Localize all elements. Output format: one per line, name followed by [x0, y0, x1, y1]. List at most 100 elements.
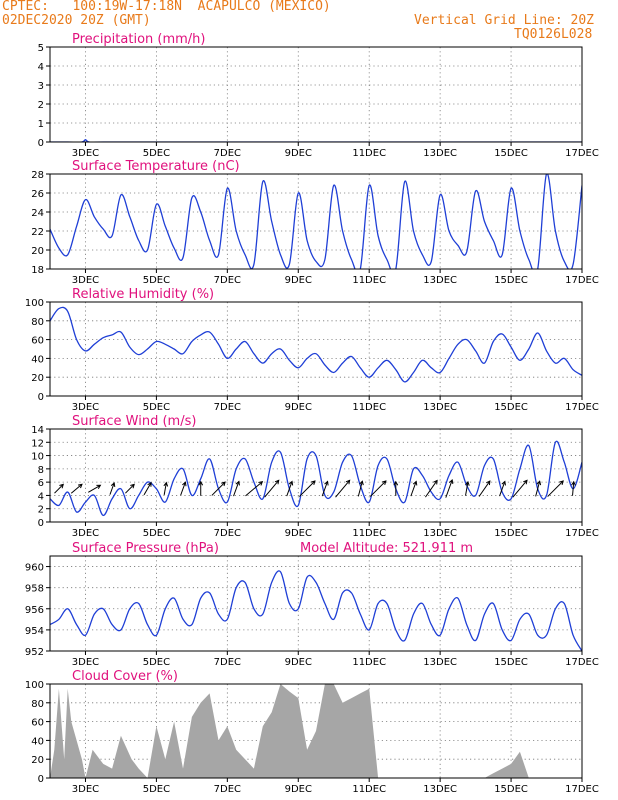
- pres-annotation: Model Altitude: 521.911 m: [300, 541, 473, 556]
- temp-ytick-label: 18: [31, 265, 44, 276]
- precip-ytick-label: 5: [38, 43, 44, 54]
- temp-xtick-label: 3DEC: [72, 275, 99, 286]
- rh-line: [50, 306, 582, 383]
- wind-arrow: [299, 480, 316, 497]
- temp-xtick-label: 7DEC: [214, 275, 241, 286]
- cloud-title: Cloud Cover (%): [72, 669, 178, 684]
- temp-ytick-label: 20: [31, 246, 44, 257]
- wind-arrow: [547, 480, 564, 497]
- wind-ytick-label: 6: [38, 478, 44, 489]
- wind-arrow: [180, 481, 187, 496]
- pres-ytick-label: 952: [25, 647, 44, 658]
- wind-xtick-label: 9DEC: [285, 528, 312, 539]
- precip-xtick-label: 15DEC: [494, 148, 528, 159]
- rh-ytick-label: 40: [31, 354, 44, 365]
- wind-arrow: [88, 484, 102, 493]
- temp-xtick-label: 11DEC: [352, 275, 386, 286]
- rh-frame: [49, 301, 583, 397]
- header-model-code: TQ0126L028: [514, 27, 593, 42]
- precip-xtick-label: 3DEC: [72, 148, 99, 159]
- wind-ytick-label: 0: [38, 518, 44, 529]
- precip-frame: [49, 46, 583, 143]
- cloud-ytick-label: 20: [31, 755, 44, 766]
- pres-xtick-label: 9DEC: [285, 657, 312, 668]
- wind-panel: Surface Wind (m/s) 0 2 4 6 8 10 12 14 3DEC 5DEC 7DE…: [31, 414, 599, 539]
- wind-arrow: [198, 480, 204, 496]
- temp-ytick-label: 28: [31, 170, 44, 181]
- wind-xtick-label: 5DEC: [143, 528, 170, 539]
- wind-ytick-label: 8: [38, 465, 44, 476]
- wind-xtick-label: 17DEC: [565, 528, 599, 539]
- precip-ytick-label: 0: [38, 138, 44, 149]
- wind-arrow: [535, 480, 542, 497]
- cloud-xtick-label: 5DEC: [143, 784, 170, 795]
- rh-xtick-label: 5DEC: [143, 402, 170, 413]
- pres-xtick-label: 13DEC: [423, 657, 457, 668]
- wind-arrow: [425, 479, 438, 498]
- wind-ytick-label: 4: [38, 491, 44, 502]
- rh-xtick-label: 17DEC: [565, 402, 599, 413]
- wind-ytick-label: 2: [38, 505, 44, 516]
- wind-arrow: [233, 480, 240, 497]
- temp-ytick-label: 24: [31, 208, 44, 219]
- wind-ytick-label: 14: [31, 425, 44, 436]
- wind-arrow: [321, 480, 329, 497]
- cloud-xtick-label: 9DEC: [285, 784, 312, 795]
- wind-frame: [49, 428, 583, 523]
- cloud-ytick-label: 100: [25, 680, 44, 691]
- wind-arrow: [393, 480, 399, 496]
- cloud-panel: Cloud Cover (%) 0 20 40 60 80 100 3DEC 5DEC 7DEC 9…: [25, 669, 599, 795]
- pres-ytick-label: 958: [25, 584, 44, 595]
- rh-ytick-label: 80: [31, 317, 44, 328]
- cloud-xtick-label: 7DEC: [214, 784, 241, 795]
- pres-frame: [49, 555, 583, 652]
- temp-line: [50, 174, 582, 269]
- temp-frame: [49, 173, 583, 270]
- rh-xtick-label: 11DEC: [352, 402, 386, 413]
- wind-arrow: [478, 480, 491, 497]
- cloud-area: [50, 684, 582, 778]
- wind-arrow: [245, 481, 264, 497]
- precip-xtick-label: 17DEC: [565, 148, 599, 159]
- wind-xtick-label: 11DEC: [352, 528, 386, 539]
- precip-xtick-label: 11DEC: [352, 148, 386, 159]
- cloud-ytick-label: 0: [38, 774, 44, 785]
- cloud-xtick-label: 15DEC: [494, 784, 528, 795]
- temp-xtick-label: 15DEC: [494, 275, 528, 286]
- pres-ytick-label: 956: [25, 605, 44, 616]
- header-line1: CPTEC: 100:19W-17:18N ACAPULCO (MEXICO): [2, 0, 331, 14]
- precip-ytick-label: 3: [38, 81, 44, 92]
- pres-xtick-label: 3DEC: [72, 657, 99, 668]
- wind-ytick-label: 12: [31, 438, 44, 449]
- rh-xtick-label: 3DEC: [72, 402, 99, 413]
- temp-title: Surface Temperature (nC): [72, 159, 240, 174]
- wind-arrow: [512, 479, 528, 498]
- wind-arrow: [499, 480, 506, 497]
- precip-xtick-label: 9DEC: [285, 148, 312, 159]
- temp-panel: Surface Temperature (nC) 18 20 22 24 26 28 3DEC…: [31, 159, 599, 286]
- pres-ytick-label: 960: [25, 563, 44, 574]
- temp-xtick-label: 5DEC: [143, 275, 170, 286]
- pres-ytick-label: 954: [25, 626, 44, 637]
- rh-ytick-label: 20: [31, 373, 44, 384]
- wind-arrow: [286, 480, 294, 497]
- wind-arrow: [369, 480, 387, 497]
- rh-xtick-label: 9DEC: [285, 402, 312, 413]
- pres-line: [50, 570, 582, 651]
- cloud-ytick-label: 80: [31, 699, 44, 710]
- temp-ytick-label: 26: [31, 189, 44, 200]
- precip-panel: Precipitation (mm/h) 0 1 2 3 4 5 3DEC 5DEC 7DEC 9D…: [38, 32, 599, 159]
- rh-xtick-label: 7DEC: [214, 402, 241, 413]
- wind-ytick-label: 10: [31, 452, 44, 463]
- wind-arrow: [264, 479, 280, 498]
- wind-arrow: [163, 481, 169, 495]
- rh-ytick-label: 60: [31, 336, 44, 347]
- wind-arrow: [335, 479, 351, 498]
- wind-xtick-label: 3DEC: [72, 528, 99, 539]
- precip-ytick-label: 1: [38, 119, 44, 130]
- temp-xtick-label: 17DEC: [565, 275, 599, 286]
- wind-arrow: [357, 480, 364, 497]
- rh-ytick-label: 0: [38, 392, 44, 403]
- wind-xtick-label: 15DEC: [494, 528, 528, 539]
